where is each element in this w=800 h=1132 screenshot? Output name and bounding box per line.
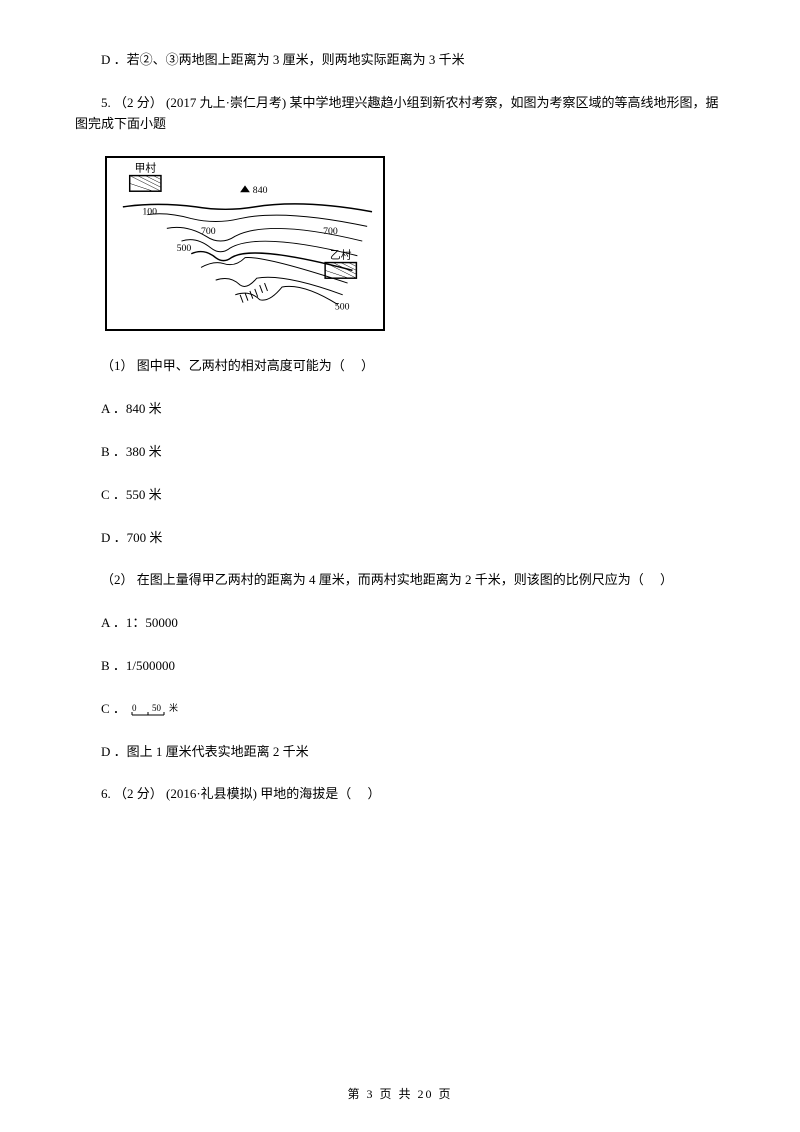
- q5-1: （1） 图中甲、乙两村的相对高度可能为（ ）: [75, 356, 725, 377]
- village-a-label: 甲村: [135, 162, 157, 175]
- q5-1-option-d: D ．700 米: [75, 528, 725, 549]
- q5-2-option-c-prefix: C ．: [101, 701, 126, 716]
- scale-end: 50: [152, 703, 162, 713]
- scale-bar-icon: 0 50 米: [129, 703, 184, 717]
- q5-intro: 5. （2 分） (2017 九上·崇仁月考) 某中学地理兴趣趋小组到新农村考察…: [75, 93, 725, 135]
- contour-label-500r: 500: [335, 302, 350, 313]
- q5-2-option-d: D ．图上 1 厘米代表实地距离 2 千米: [75, 742, 725, 763]
- contour-label-700: 700: [201, 227, 216, 238]
- scale-start: 0: [132, 703, 137, 713]
- q5-2: （2） 在图上量得甲乙两村的距离为 4 厘米，而两村实地距离为 2 千米，则该图…: [75, 570, 725, 591]
- q5-1-option-b: B ．380 米: [75, 442, 725, 463]
- scale-unit: 米: [169, 703, 178, 713]
- contour-line: [147, 214, 367, 227]
- q5-1-option-a: A ．840 米: [75, 399, 725, 420]
- q5-1-option-c: C ．550 米: [75, 485, 725, 506]
- village-b-label: 乙村: [330, 249, 352, 262]
- contour-label-700r: 700: [323, 227, 338, 238]
- contour-line: [216, 278, 343, 296]
- contour-line: [235, 287, 338, 305]
- contour-map-svg: 甲村 100 500 700 840 700 500: [107, 158, 383, 329]
- page-footer: 第 3 页 共 20 页: [0, 1085, 800, 1102]
- q5-2-option-b: B ．1/500000: [75, 656, 725, 677]
- contour-map: 甲村 100 500 700 840 700 500: [105, 156, 385, 331]
- q5-2-option-c: C ． 0 50 米: [75, 699, 725, 720]
- q5-2-option-a: A ．1：50000: [75, 613, 725, 634]
- contour-label-100: 100: [142, 207, 157, 218]
- option-d-prev: D ．若②、③两地图上距离为 3 厘米，则两地实际距离为 3 千米: [75, 50, 725, 71]
- contour-label-840: 840: [253, 186, 268, 197]
- contour-line: [123, 204, 372, 212]
- q6: 6. （2 分） (2016·礼县模拟) 甲地的海拔是（ ）: [75, 784, 725, 805]
- peak-marker: [240, 186, 250, 193]
- contour-label-500: 500: [177, 243, 192, 254]
